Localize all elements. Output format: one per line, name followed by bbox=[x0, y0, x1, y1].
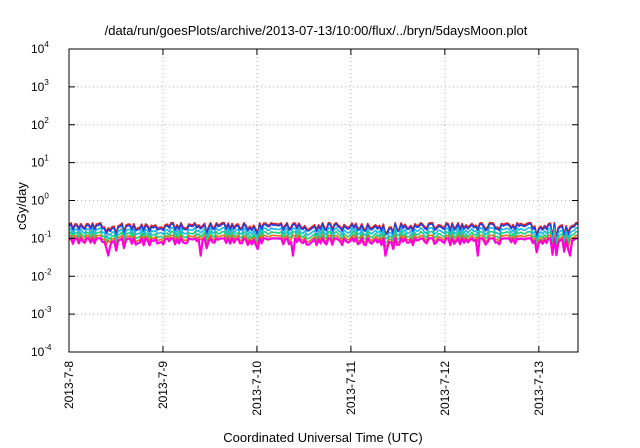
series-line-6 bbox=[68, 237, 578, 257]
x-tick-label: 2013-7-11 bbox=[344, 361, 358, 415]
y-tick-label: 103 bbox=[31, 78, 49, 94]
y-tick-label: 10-1 bbox=[31, 229, 52, 245]
x-tick-label: 2013-7-9 bbox=[156, 361, 170, 409]
frame-layer bbox=[68, 48, 579, 353]
y-tick-exponent: -1 bbox=[44, 229, 52, 238]
series-line-3 bbox=[68, 227, 579, 245]
y-tick-label: 100 bbox=[31, 192, 49, 208]
y-tick-label: 101 bbox=[31, 154, 49, 170]
x-tick-label: 2013-7-13 bbox=[532, 361, 546, 416]
grid-layer bbox=[69, 49, 578, 352]
y-tick-label: 102 bbox=[31, 116, 49, 132]
y-tick-label: 104 bbox=[31, 40, 49, 56]
y-tick-exponent: 4 bbox=[44, 40, 49, 49]
y-tick-label: 10-4 bbox=[31, 343, 52, 359]
y-tick-exponent: -2 bbox=[44, 267, 52, 276]
x-axis-label: Coordinated Universal Time (UTC) bbox=[223, 430, 422, 445]
series-line-5 bbox=[68, 234, 578, 253]
x-tick-label: 2013-7-10 bbox=[250, 361, 264, 416]
series-layer bbox=[68, 221, 579, 257]
y-tick-exponent: 3 bbox=[44, 78, 49, 87]
x-tick-label: 2013-7-12 bbox=[438, 361, 452, 416]
y-tick-exponent: 0 bbox=[44, 192, 49, 201]
y-tick-exponent: 2 bbox=[44, 116, 49, 125]
x-tick-label: 2013-7-8 bbox=[62, 361, 76, 409]
y-tick-exponent: -3 bbox=[44, 305, 52, 314]
plot-frame bbox=[68, 48, 579, 353]
y-tick-exponent: 1 bbox=[44, 154, 49, 163]
y-tick-exponent: -4 bbox=[44, 343, 52, 352]
x-tick-labels: 2013-7-8 2013-7-9 2013-7-10 2013-7-11 2013-7… bbox=[62, 361, 546, 416]
series-line-4 bbox=[68, 230, 578, 250]
series-line-2 bbox=[68, 223, 579, 241]
y-axis-label: cGy/day bbox=[14, 182, 29, 230]
chart-title: /data/run/goesPlots/archive/2013-07-13/1… bbox=[105, 23, 528, 38]
y-tick-label: 10-2 bbox=[31, 267, 52, 283]
y-tick-label: 10-3 bbox=[31, 305, 52, 321]
